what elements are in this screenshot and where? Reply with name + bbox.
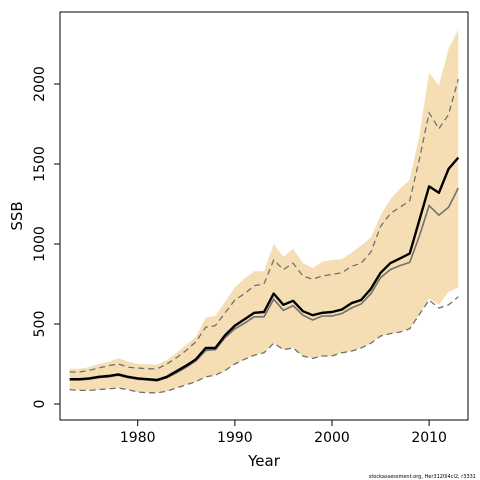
ssb-estimate-line xyxy=(69,156,460,382)
y-tick-label: 2000 xyxy=(32,66,48,102)
y-tick-label: 1500 xyxy=(32,146,48,182)
y-axis-label: SSB xyxy=(8,201,26,230)
y-tick-label: 1000 xyxy=(32,226,48,262)
plot-frame xyxy=(59,11,469,421)
y-tick-label: 0 xyxy=(32,400,48,409)
x-tick-label: 2010 xyxy=(411,430,447,446)
credit-text: stockassessment.org, Her3120l4cl2, r3331 xyxy=(369,474,476,480)
dashed-lower-line xyxy=(69,296,459,394)
y-tick-label: 500 xyxy=(32,311,48,338)
x-axis-label: Year xyxy=(247,452,281,470)
x-tick-label: 1990 xyxy=(217,430,253,446)
x-tick-label: 2000 xyxy=(314,430,350,446)
confidence-band xyxy=(69,29,459,393)
x-tick-label: 1980 xyxy=(120,430,156,446)
dashed-upper-line xyxy=(69,79,459,373)
